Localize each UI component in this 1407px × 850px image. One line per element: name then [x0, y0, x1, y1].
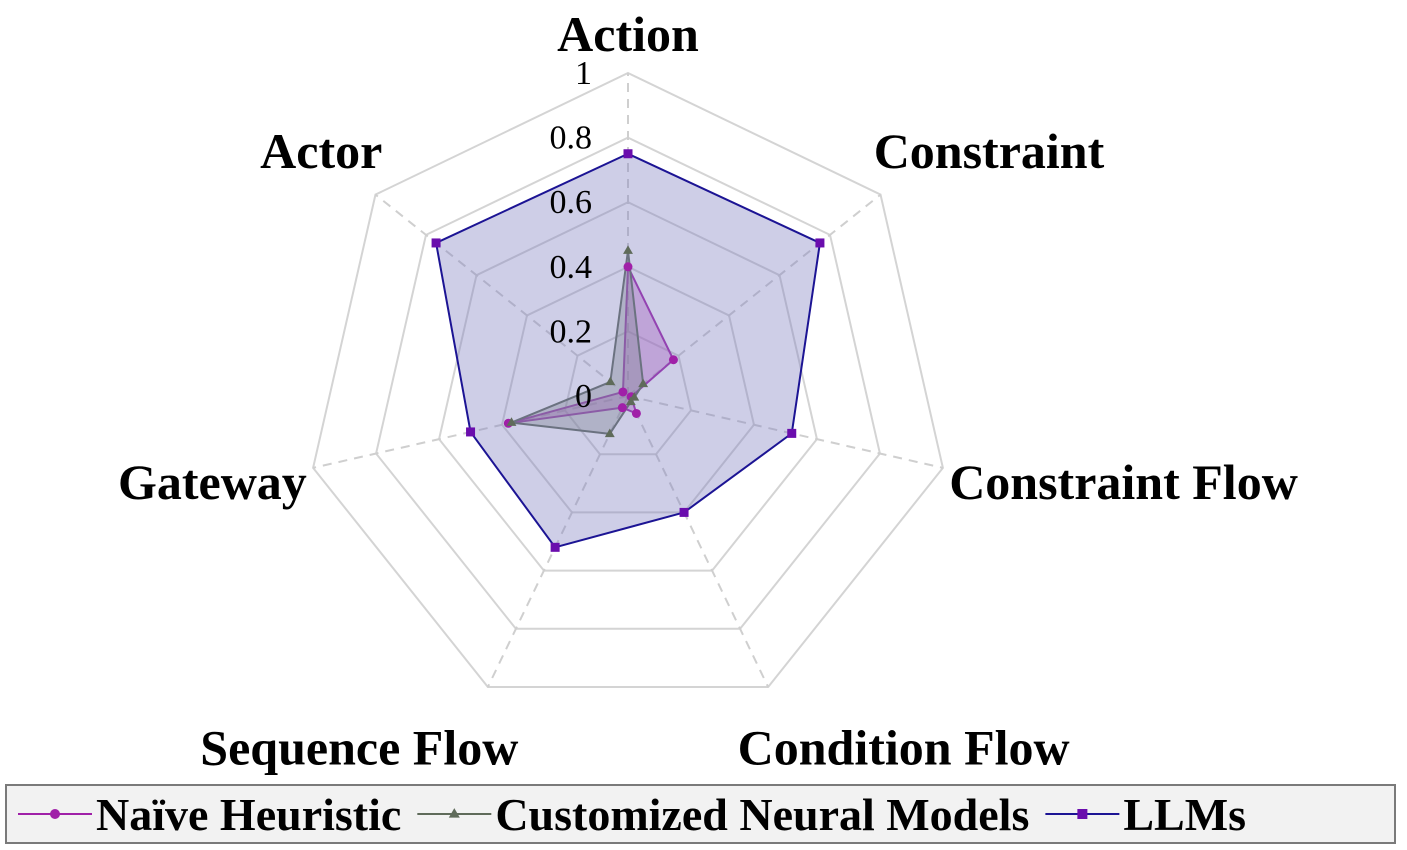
data-point-customized-neural-models-constraint	[638, 378, 649, 388]
legend-marker-na-ve-heuristic	[50, 809, 60, 819]
data-point-na-ve-heuristic-actor	[618, 387, 628, 397]
data-point-na-ve-heuristic-sequence-flow	[617, 403, 627, 413]
data-point-na-ve-heuristic-condition-flow	[631, 408, 641, 418]
axis-label-condition-flow: Condition Flow	[738, 719, 1070, 775]
spoke-condition-flow	[627, 395, 770, 688]
legend-marker-llms	[1077, 809, 1088, 819]
grid-ring-0-8	[374, 136, 882, 630]
series-area-na-ve-heuristic	[507, 265, 675, 425]
axis-label-action: Action	[557, 6, 699, 62]
spoke-sequence-flow	[486, 395, 629, 688]
legend-label-customized-neural-models: Customized Neural Models	[495, 789, 1029, 840]
grid-ring-0-2	[563, 330, 693, 456]
data-point-llms-constraint	[815, 238, 825, 248]
axis-label-actor: Actor	[260, 123, 382, 179]
data-point-llms-gateway	[466, 427, 476, 437]
data-point-customized-neural-models-sequence-flow	[604, 428, 615, 438]
tick-label-0-2: 0.2	[550, 313, 593, 350]
series-markers	[431, 149, 825, 552]
legend-box	[5, 784, 1396, 844]
data-point-na-ve-heuristic-constraint	[668, 355, 678, 365]
tick-label-0-4: 0.4	[550, 249, 593, 286]
axis-labels: Action Constraint Constraint Flow Condition…	[118, 6, 1298, 775]
tick-label-0: 0	[575, 378, 592, 415]
grid-ring-1	[312, 71, 944, 689]
data-point-llms-condition-flow	[679, 507, 689, 517]
data-point-llms-action	[623, 149, 633, 159]
axis-label-gateway: Gateway	[118, 454, 307, 510]
tick-label-1: 1	[575, 55, 592, 92]
radial-tick-labels: 0 0.2 0.4 0.6 0.8 1	[550, 55, 593, 415]
radar-grid	[312, 71, 944, 689]
axis-label-constraint-flow: Constraint Flow	[949, 454, 1298, 510]
data-point-customized-neural-models-gateway	[506, 417, 517, 426]
spoke-actor	[374, 193, 629, 397]
series-areas	[435, 152, 821, 549]
data-point-llms-constraint-flow	[787, 428, 797, 438]
tick-label-0-8: 0.8	[550, 120, 593, 157]
data-point-customized-neural-models-action	[623, 245, 633, 254]
data-point-llms-sequence-flow	[550, 542, 560, 552]
spoke-constraint-flow	[627, 395, 944, 469]
data-point-na-ve-heuristic-action	[623, 262, 633, 272]
data-point-llms-actor	[431, 238, 441, 248]
axis-label-sequence-flow: Sequence Flow	[200, 719, 518, 775]
series-area-llms	[435, 152, 821, 549]
axis-label-constraint: Constraint	[874, 123, 1105, 179]
legend-label-na-ve-heuristic: Naïve Heuristic	[96, 789, 401, 840]
grid-ring-0-4	[500, 265, 756, 514]
data-point-customized-neural-models-condition-flow	[625, 396, 636, 406]
data-point-customized-neural-models-actor	[605, 376, 616, 386]
tick-label-0-6: 0.6	[550, 184, 593, 221]
legend: Naïve Heuristic Customized Neural Models L…	[5, 784, 1396, 844]
legend-marker-customized-neural-models	[448, 808, 460, 818]
legend-label-llms: LLMs	[1123, 789, 1246, 840]
grid-ring-0-6	[437, 201, 819, 572]
